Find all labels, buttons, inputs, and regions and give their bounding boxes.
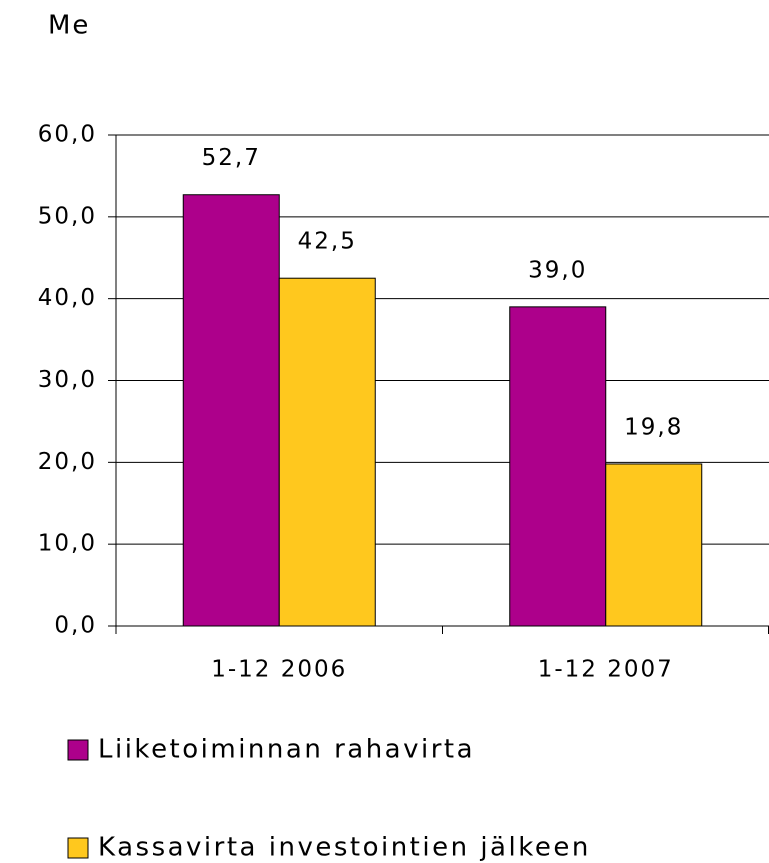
x-tick-label: 1-12 2006 (211, 657, 347, 683)
chart-title: Me (48, 11, 90, 41)
legend-swatch (67, 739, 89, 761)
y-tick-label: 20,0 (38, 449, 97, 475)
y-tick-label: 40,0 (38, 285, 97, 311)
y-tick-label: 50,0 (38, 203, 97, 229)
bar (605, 463, 703, 627)
y-tick-label: 10,0 (38, 531, 97, 557)
x-tick-label: 1-12 2007 (538, 657, 674, 683)
y-tick-label: 30,0 (38, 367, 97, 393)
legend-label: Kassavirta investointien jälkeen (98, 833, 591, 863)
value-label: 52,7 (202, 145, 261, 171)
value-label: 19,8 (624, 414, 683, 440)
value-label: 42,5 (298, 229, 357, 255)
legend-swatch (67, 837, 89, 859)
value-label: 39,0 (528, 257, 587, 283)
bar (182, 194, 280, 627)
bar (278, 277, 376, 627)
y-tick-label: 60,0 (38, 122, 97, 148)
y-tick-label: 0,0 (54, 613, 97, 639)
legend-label: Liiketoiminnan rahavirta (98, 735, 475, 765)
bar (509, 306, 607, 627)
